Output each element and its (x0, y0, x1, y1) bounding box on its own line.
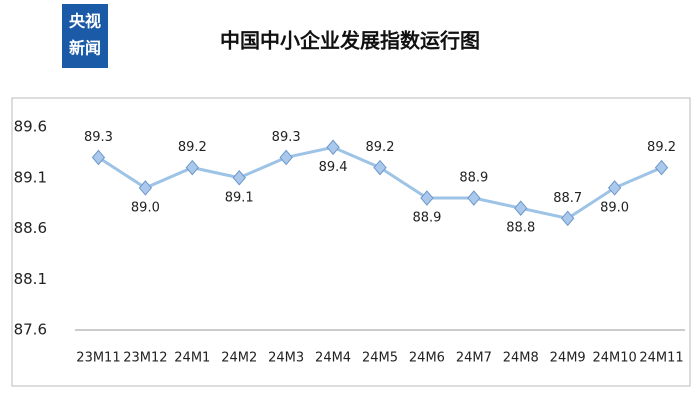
data-label: 89.0 (600, 200, 629, 215)
data-label: 89.1 (225, 190, 254, 205)
x-tick-label: 24M10 (592, 351, 636, 366)
marker (185, 159, 199, 176)
data-label: 89.2 (647, 140, 676, 155)
logo-text: 央视 (69, 12, 101, 31)
x-tick-label: 24M8 (503, 351, 539, 366)
data-label: 88.7 (553, 191, 582, 206)
y-tick-label: 87.6 (14, 321, 47, 339)
chart-title: 中国中小企业发展指数运行图 (220, 29, 480, 53)
marker (138, 180, 153, 196)
marker (514, 200, 528, 216)
data-label: 89.3 (84, 130, 113, 145)
y-tick-label: 88.6 (14, 219, 47, 237)
marker (326, 139, 340, 156)
marker (467, 190, 481, 206)
data-label: 89.4 (319, 160, 348, 175)
data-label: 88.8 (506, 221, 535, 236)
data-label: 88.9 (459, 171, 488, 186)
x-tick-label: 24M4 (315, 351, 351, 366)
x-tick-label: 24M3 (268, 351, 304, 366)
logo-text: 新闻 (69, 39, 101, 58)
marker (420, 190, 434, 206)
x-tick-label: 24M2 (221, 351, 257, 366)
marker (607, 180, 622, 196)
x-tick-label: 24M6 (409, 351, 445, 366)
x-tick-label: 24M11 (639, 351, 683, 366)
x-tick-label: 23M12 (123, 351, 167, 366)
marker (91, 149, 106, 166)
y-tick-label: 88.1 (14, 270, 47, 288)
data-label: 88.9 (412, 211, 441, 226)
marker (232, 169, 246, 186)
chart-frame (11, 97, 691, 387)
data-label: 89.2 (178, 140, 207, 155)
marker (561, 210, 575, 227)
x-tick-label: 24M7 (456, 351, 492, 366)
marker (373, 159, 387, 176)
y-tick-label: 89.1 (14, 168, 47, 186)
data-label: 89.2 (366, 140, 395, 155)
logo-box (62, 4, 108, 68)
marker (654, 159, 669, 176)
data-label: 89.0 (131, 200, 160, 215)
x-tick-label: 24M1 (174, 351, 210, 366)
x-tick-label: 23M11 (76, 351, 120, 366)
data-label: 89.3 (272, 130, 301, 145)
y-tick-label: 89.6 (14, 118, 47, 136)
x-tick-label: 24M9 (550, 351, 586, 366)
marker (279, 149, 293, 166)
x-tick-label: 24M5 (362, 351, 398, 366)
